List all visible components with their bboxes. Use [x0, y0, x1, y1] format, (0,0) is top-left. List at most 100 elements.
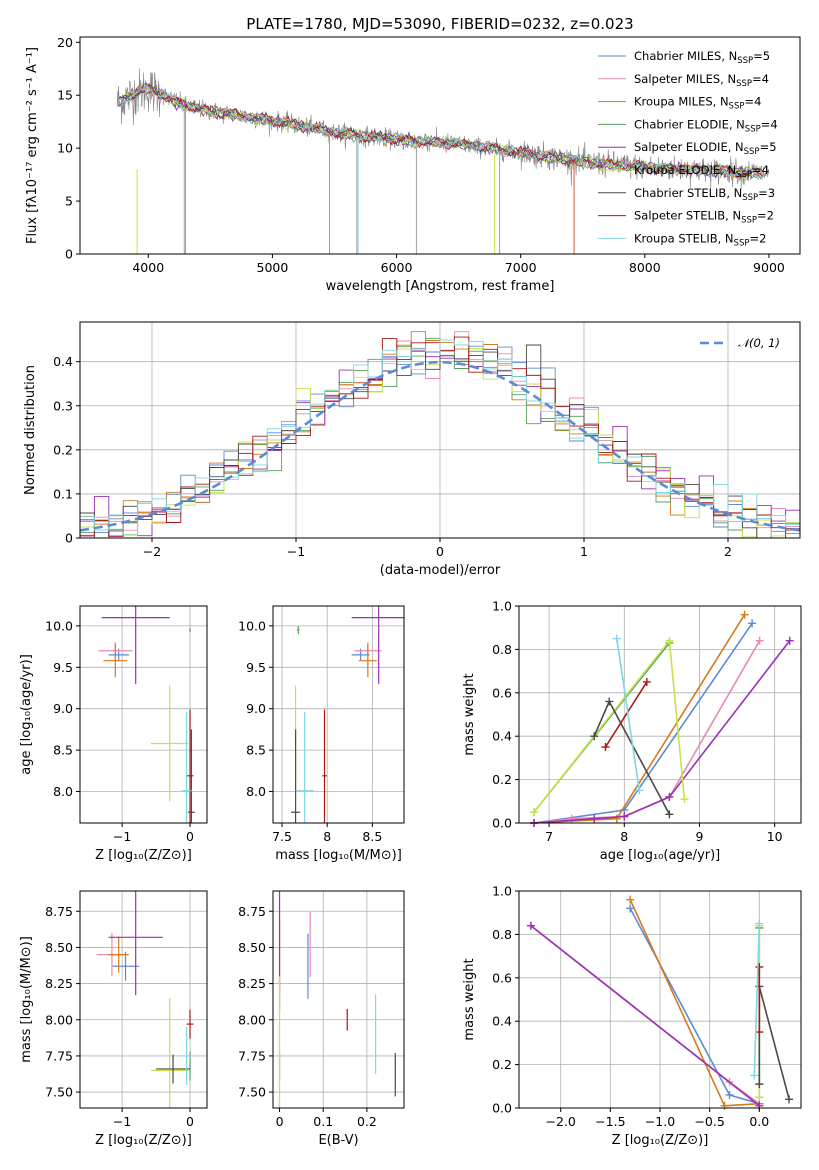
weight-line-kroupa-elodie: [533, 638, 686, 813]
axes-frame: [518, 605, 802, 824]
weight-marker-kroupa-miles: [740, 610, 749, 619]
errorbar-salpeter-elodie: [108, 891, 163, 996]
errorbar-chabrier-miles: [111, 951, 140, 981]
x-tick-label: 8: [323, 829, 331, 844]
x-tick-label: 8: [620, 829, 628, 844]
weight-marker-chabrier-miles: [725, 1090, 734, 1099]
weight-line-salpeter-elodie: [530, 925, 760, 1107]
y-axis-label: mass weight: [462, 958, 477, 1040]
y-tick-label: 9.5: [246, 660, 266, 675]
y-tick-label: 9.0: [53, 701, 73, 716]
weight-marker-kroupa-miles: [626, 895, 635, 904]
histogram-chabrier-elodie: [80, 337, 800, 539]
weight-line-kroupa-stelib: [616, 638, 641, 791]
mass-vs-metallicity-panel: −1 0 7.50 7.75 8.00 8.25 8.50 8.75 Z [log₁₀(Z/Z⊙…: [19, 890, 208, 1148]
y-tick-label: 8.75: [45, 904, 73, 919]
weight-marker-chabrier-stelib: [665, 810, 674, 819]
x-tick-label: 0.2: [357, 1114, 377, 1129]
legend-label-chabrier-elodie: Chabrier ELODIE, NSSP=4: [634, 117, 778, 134]
legend-label-salpeter-elodie: Salpeter ELODIE, NSSP=5: [634, 140, 777, 157]
x-axis-label: wavelength [Angstrom, rest frame]: [326, 279, 555, 294]
weight-marker-salpeter-elodie: [785, 636, 794, 645]
y-tick-label: 0: [65, 531, 73, 546]
y-tick-label: 0.6: [492, 685, 512, 700]
y-tick-label: 8.00: [45, 1012, 73, 1027]
weight-marker-chabrier-miles: [748, 619, 757, 628]
y-tick-label: 7.50: [45, 1085, 73, 1100]
y-tick-label: 8.0: [53, 784, 73, 799]
weight-marker-chabrier-stelib: [785, 1095, 794, 1104]
weight-marker-salpeter-elodie: [526, 921, 535, 930]
y-tick-label: 8.75: [238, 904, 266, 919]
legend-label-kroupa-elodie: Kroupa ELODIE, NSSP=4: [634, 163, 769, 180]
x-tick-label: −2: [143, 544, 161, 559]
errorbar-kroupa-stelib: [181, 1026, 192, 1085]
weight-marker-salpeter-elodie: [590, 814, 599, 823]
y-tick-label: 0.2: [492, 1057, 512, 1072]
x-tick-label: 7000: [505, 260, 537, 275]
weight-marker-kroupa-stelib: [750, 1071, 759, 1080]
x-tick-label: 9000: [753, 260, 785, 275]
residuals-histogram-panel: −2 −1 0 1 2 0 0.1 0.2 0.3 0.4 (data-model)/error No…: [23, 321, 801, 578]
x-tick-label: 4000: [132, 260, 164, 275]
y-tick-label: 10: [57, 141, 73, 156]
axes-frame: [79, 605, 208, 824]
y-axis-label: mass weight: [462, 673, 477, 755]
x-tick-label: 8.5: [362, 829, 382, 844]
y-tick-label: 1.0: [492, 884, 512, 899]
weight-marker-kroupa-elodie: [680, 795, 689, 804]
y-tick-label: 7.75: [45, 1048, 73, 1063]
x-tick-label: 0: [186, 829, 194, 844]
model-line-chabrier-stelib: [118, 84, 763, 179]
errorbar-salpeter-elodie: [101, 606, 170, 684]
model-line-salpeter-stelib: [118, 83, 763, 180]
weight-marker-salpeter-stelib: [601, 743, 610, 752]
errorbar-kroupa-elodie: [150, 685, 189, 802]
normal-reference-curve: [79, 360, 801, 532]
x-tick-label: −1.0: [645, 1114, 675, 1129]
weight-marker-chabrier-stelib: [605, 697, 614, 706]
weight-line-chabrier-miles: [629, 908, 760, 1105]
spectrum-panel: 4000 5000 6000 7000 8000 9000 0 5 10 15 20 waveleng…: [25, 35, 801, 294]
weight-marker-salpeter-stelib: [642, 677, 651, 686]
y-tick-label: 0.0: [492, 816, 512, 831]
figure-title: PLATE=1780, MJD=53090, FIBERID=0232, z=0…: [246, 15, 633, 33]
legend-label-salpeter-stelib: Salpeter STELIB, NSSP=2: [634, 209, 774, 226]
y-tick-label: 0: [65, 247, 73, 262]
y-tick-label: 8.5: [53, 743, 73, 758]
y-tick-label: 7.75: [238, 1048, 266, 1063]
weight-line-kroupa-miles: [629, 899, 760, 1107]
x-axis-label: Z [log₁₀(Z/Z⊙)]: [95, 848, 192, 863]
weight-marker-salpeter-miles: [755, 636, 764, 645]
y-tick-label: 0.4: [53, 354, 73, 369]
y-tick-label: 0.8: [492, 642, 512, 657]
x-tick-label: 0: [186, 1114, 194, 1129]
x-tick-label: 6000: [381, 260, 413, 275]
x-tick-label: 0.0: [749, 1114, 769, 1129]
axes-frame: [272, 890, 405, 1109]
y-tick-label: 9.0: [246, 701, 266, 716]
model-line-kroupa-stelib: [118, 84, 763, 180]
weight-marker-chabrier-stelib: [755, 1080, 764, 1089]
x-tick-label: 9: [696, 829, 704, 844]
x-tick-label: 10: [767, 829, 783, 844]
errorbar-kroupa-stelib: [295, 712, 314, 823]
errorbar-kroupa-stelib: [181, 712, 192, 823]
errorbar-chabrier-stelib: [291, 729, 301, 823]
x-axis-label: (data-model)/error: [380, 563, 501, 578]
errorbar-salpeter-stelib: [186, 709, 194, 823]
axes-frame: [79, 890, 208, 1109]
y-tick-label: 8.50: [45, 940, 73, 955]
errorbar-salpeter-elodie: [351, 606, 404, 684]
x-tick-label: −0.5: [694, 1114, 724, 1129]
weight-marker-chabrier-miles: [626, 904, 635, 913]
x-tick-label: 8000: [629, 260, 661, 275]
weight-vs-age-panel: 7 8 9 10 0.0 0.2 0.4 0.6 0.8 1.0 age [log₁₀(age/yr…: [462, 599, 802, 863]
errorbar-salpeter-stelib: [322, 709, 327, 823]
x-tick-label: −1.5: [595, 1114, 625, 1129]
age-vs-mass-panel: 7.5 8 8.5 8.0 8.5 9.0 9.5 10.0 mass [log₁₀(M/M⊙)…: [238, 605, 405, 863]
weight-line-salpeter-elodie: [533, 640, 791, 824]
weight-marker-kroupa-stelib: [612, 634, 621, 643]
legend-label-salpeter-miles: Salpeter MILES, NSSP=4: [634, 72, 769, 89]
